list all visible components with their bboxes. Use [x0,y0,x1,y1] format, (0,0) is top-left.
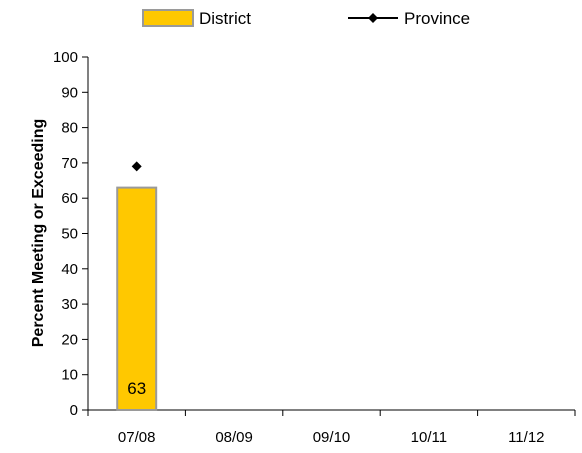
y-tick-label: 20 [61,331,78,348]
y-tick-label: 60 [61,190,78,207]
legend-marker-province [368,13,378,23]
x-tick-label: 08/09 [215,429,253,446]
y-tick-label: 30 [61,296,78,313]
x-tick-label: 07/08 [118,429,156,446]
x-tick-label: 09/10 [313,429,351,446]
y-tick-label: 50 [61,226,78,243]
y-tick-label: 0 [70,402,78,419]
legend-label-province: Province [404,9,470,28]
y-tick-label: 80 [61,120,78,137]
data-label-district: 63 [127,379,146,398]
y-tick-label: 10 [61,367,78,384]
legend: District Province [142,9,470,28]
x-tick-label: 10/11 [411,429,447,446]
y-tick-label: 70 [61,155,78,172]
legend-label-district: District [199,9,251,28]
point-province [131,161,142,172]
axes: 0 10 20 30 40 50 60 70 80 90 100 07/08 08/09 09/10 10/… [53,49,576,446]
x-tick-label: 11/12 [508,429,544,446]
y-tick-label: 40 [61,261,78,278]
legend-swatch-district [142,9,194,27]
bar-district [116,186,158,411]
y-tick-label: 90 [61,84,78,101]
y-axis-title: Percent Meeting or Exceeding [30,119,47,348]
y-tick-label: 100 [53,49,78,66]
marks: 63 [116,161,158,411]
